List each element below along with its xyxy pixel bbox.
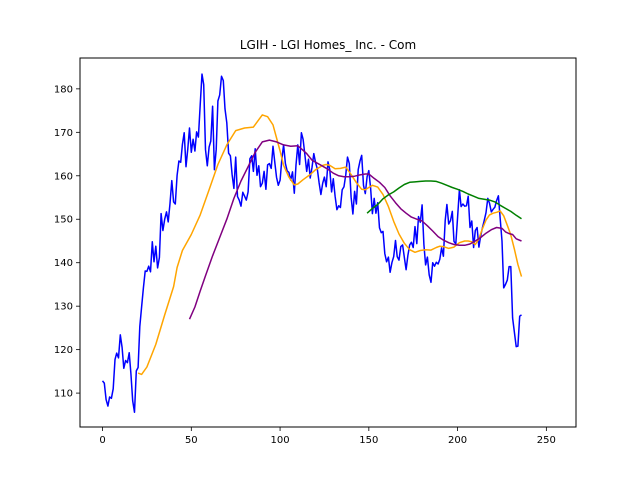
y-tick-label: 140	[54, 258, 73, 269]
x-tick-label: 150	[359, 435, 378, 446]
x-tick-label: 50	[185, 435, 198, 446]
series-layer	[101, 73, 523, 413]
x-tick-label: 200	[448, 435, 467, 446]
chart-title: LGIH - LGI Homes_ Inc. - Com	[240, 38, 416, 52]
series-line-3	[188, 139, 522, 320]
y-tick-label: 150	[54, 215, 73, 226]
y-tick-label: 180	[54, 84, 73, 95]
x-tick-label: 100	[271, 435, 290, 446]
x-tick-label: 250	[537, 435, 556, 446]
x-axis: 0 50 100 150 200 250	[99, 427, 556, 446]
x-tick-label: 0	[99, 435, 105, 446]
series-line-1	[101, 73, 522, 413]
y-tick-label: 130	[54, 302, 73, 313]
y-tick-label: 160	[54, 171, 73, 182]
y-tick-label: 110	[54, 389, 73, 400]
y-tick-label: 170	[54, 128, 73, 139]
y-tick-label: 120	[54, 345, 73, 356]
plot-area-frame	[79, 57, 577, 428]
series-line-4	[366, 180, 522, 220]
y-axis: 110 120 130 140 150 160 170 180	[54, 84, 80, 400]
